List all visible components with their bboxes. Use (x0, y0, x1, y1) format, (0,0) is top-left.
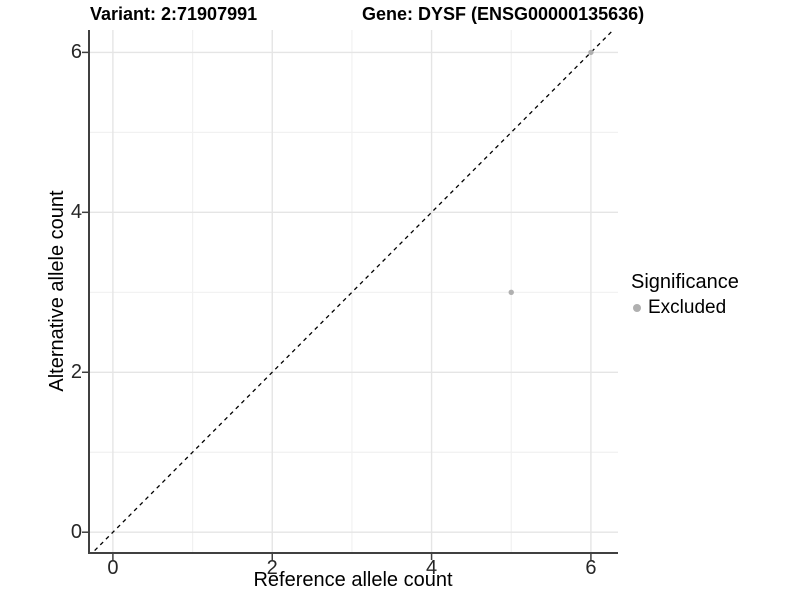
x-tick-label: 2 (266, 557, 278, 579)
data-point (508, 289, 514, 295)
x-tick-label: 6 (585, 557, 597, 579)
x-axis-title: Reference allele count (253, 569, 453, 591)
legend: Significance Excluded (631, 271, 739, 319)
legend-item-excluded: Excluded (631, 297, 739, 319)
y-tick-label: 2 (70, 361, 82, 384)
x-tick-label: 0 (107, 557, 119, 579)
y-tick-label: 4 (70, 201, 82, 224)
x-tick-label: 4 (426, 557, 438, 579)
plot-title-gene: Gene: DYSF (ENSG00000135636) (362, 4, 645, 24)
data-point (588, 49, 594, 56)
plot-title-variant: Variant: 2:71907991 (90, 4, 258, 24)
legend-item-label: Excluded (648, 297, 727, 318)
legend-title: Significance (631, 271, 739, 293)
identity-line (91, 30, 615, 553)
y-tick-label: 0 (70, 521, 82, 544)
legend-point-icon (633, 304, 641, 312)
y-tick-label: 6 (70, 41, 82, 64)
